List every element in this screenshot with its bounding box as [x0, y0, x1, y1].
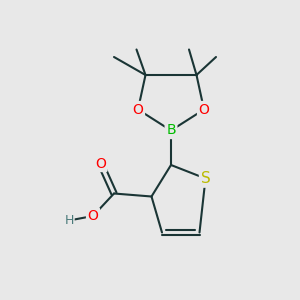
Text: O: O [88, 209, 98, 223]
Text: O: O [95, 157, 106, 170]
Text: O: O [199, 103, 209, 116]
Text: S: S [201, 171, 210, 186]
Text: B: B [166, 124, 176, 137]
Text: O: O [133, 103, 143, 116]
Text: H: H [64, 214, 74, 227]
